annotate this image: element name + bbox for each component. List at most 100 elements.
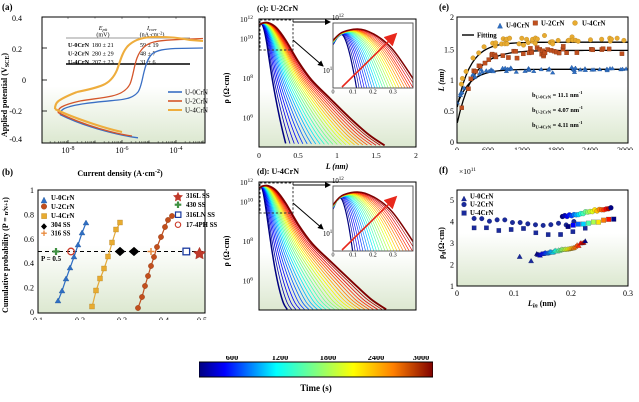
svg-text:2400: 2400 <box>582 146 598 150</box>
svg-text:180 ± 21: 180 ± 21 <box>92 43 114 49</box>
svg-text:-0.4: -0.4 <box>9 135 22 144</box>
svg-text:4: 4 <box>450 218 454 227</box>
svg-text:0.2: 0.2 <box>12 45 22 54</box>
svg-text:U-0CrN: U-0CrN <box>51 195 74 202</box>
svg-text:Cumulative probability (P = n⁄: Cumulative probability (P = n⁄N+1) <box>1 197 10 313</box>
svg-text:0.2: 0.2 <box>566 289 576 298</box>
svg-text:304 SS: 304 SS <box>51 222 71 229</box>
svg-text:0.3: 0.3 <box>117 316 127 320</box>
svg-text:0.2: 0.2 <box>24 284 34 293</box>
svg-text:×1011: ×1011 <box>459 167 476 176</box>
svg-text:1.5: 1.5 <box>444 46 454 55</box>
svg-text:(a): (a) <box>2 2 13 12</box>
svg-text:0: 0 <box>455 289 459 298</box>
svg-text:U-0CrN: U-0CrN <box>185 89 208 97</box>
svg-text:Lin (nm): Lin (nm) <box>527 299 557 310</box>
svg-text:108: 108 <box>243 74 254 83</box>
svg-text:1: 1 <box>335 314 339 316</box>
svg-text:L (nm): L (nm) <box>437 68 446 92</box>
svg-text:(e): (e) <box>439 2 449 12</box>
svg-text:U-4CrN: U-4CrN <box>51 213 74 220</box>
svg-text:U-4CrN: U-4CrN <box>470 210 493 217</box>
svg-text:1012: 1012 <box>240 15 253 24</box>
svg-text:108: 108 <box>243 237 254 246</box>
svg-text:U-0CrN: U-0CrN <box>68 43 90 49</box>
svg-text:Time (s): Time (s) <box>300 383 332 393</box>
svg-text:U-2CrN: U-2CrN <box>68 52 90 58</box>
svg-text:430 SS: 430 SS <box>186 202 206 209</box>
svg-text:0.6: 0.6 <box>24 235 34 244</box>
svg-text:0.1: 0.1 <box>349 253 357 259</box>
svg-text:ρ (Ω·cm): ρ (Ω·cm) <box>222 235 231 266</box>
svg-text:0.5: 0.5 <box>444 107 454 116</box>
svg-text:3: 3 <box>450 239 454 248</box>
svg-text:U-2CrN: U-2CrN <box>185 98 208 106</box>
svg-text:1800: 1800 <box>320 356 337 362</box>
svg-text:(c): U-2CrN: (c): U-2CrN <box>257 4 298 13</box>
svg-text:U-4CrN: U-4CrN <box>68 60 90 66</box>
svg-text:1.5: 1.5 <box>371 151 381 160</box>
svg-text:1010: 1010 <box>240 197 253 206</box>
svg-text:U-2CrN: U-2CrN <box>470 202 493 209</box>
svg-text:U-4CrN: U-4CrN <box>185 107 208 115</box>
svg-text:0.5: 0.5 <box>197 316 207 320</box>
svg-text:0.2: 0.2 <box>75 316 85 320</box>
svg-text:3000: 3000 <box>413 356 430 362</box>
svg-text:P = 0.5: P = 0.5 <box>41 255 62 263</box>
svg-text:1010: 1010 <box>240 34 253 43</box>
svg-text:1: 1 <box>335 151 339 160</box>
svg-text:316 SS: 316 SS <box>51 231 71 238</box>
svg-text:600: 600 <box>226 356 238 362</box>
svg-text:ρ0(Ω·cm): ρ0(Ω·cm) <box>437 227 448 259</box>
svg-text:-0.2: -0.2 <box>9 107 22 116</box>
svg-text:2: 2 <box>414 314 418 316</box>
svg-text:Applied potential (VSCE): Applied potential (VSCE) <box>0 53 11 137</box>
svg-text:2: 2 <box>450 13 454 22</box>
svg-text:0.5: 0.5 <box>293 314 303 316</box>
svg-text:Icorr: Icorr <box>146 26 157 32</box>
svg-text:1200: 1200 <box>514 146 530 150</box>
svg-text:106: 106 <box>243 113 254 122</box>
svg-text:0.5: 0.5 <box>293 151 303 160</box>
svg-text:(d): U-4CrN: (d): U-4CrN <box>257 167 299 176</box>
svg-text:0.4: 0.4 <box>159 316 169 320</box>
svg-text:U-0CrN: U-0CrN <box>506 23 529 30</box>
svg-text:0: 0 <box>450 138 454 147</box>
svg-text:1200: 1200 <box>272 356 289 362</box>
svg-text:10-8: 10-8 <box>62 146 75 155</box>
svg-text:2: 2 <box>414 151 418 160</box>
svg-text:U-4CrN: U-4CrN <box>582 21 605 28</box>
svg-text:3000: 3000 <box>617 146 633 150</box>
svg-text:0.8: 0.8 <box>24 210 34 219</box>
svg-text:0.4: 0.4 <box>24 259 34 268</box>
svg-text:1: 1 <box>450 76 454 85</box>
svg-text:Current density (A·cm-2): Current density (A·cm-2) <box>77 169 163 178</box>
svg-text:316L SS: 316L SS <box>186 193 210 200</box>
svg-text:0.4: 0.4 <box>12 14 22 23</box>
svg-text:2: 2 <box>450 261 454 270</box>
svg-text:(f): (f) <box>439 165 448 175</box>
svg-text:U-0CrN: U-0CrN <box>470 194 493 201</box>
svg-text:0.1: 0.1 <box>349 90 357 96</box>
svg-text:0: 0 <box>455 146 459 150</box>
svg-text:0.3: 0.3 <box>623 289 633 298</box>
svg-text:0.1: 0.1 <box>33 316 43 320</box>
svg-text:106: 106 <box>243 276 254 285</box>
svg-text:Fitting: Fitting <box>477 33 497 40</box>
svg-text:1: 1 <box>450 282 454 291</box>
svg-text:0: 0 <box>22 76 26 85</box>
svg-text:17-4PH SS: 17-4PH SS <box>186 222 217 229</box>
svg-text:207 ± 23: 207 ± 23 <box>92 60 114 66</box>
svg-text:0.1: 0.1 <box>509 289 519 298</box>
svg-text:10-4: 10-4 <box>170 146 183 155</box>
svg-text:0.2: 0.2 <box>369 90 377 96</box>
svg-text:ρ (Ω·cm): ρ (Ω·cm) <box>222 72 231 103</box>
svg-text:2400: 2400 <box>368 356 385 362</box>
svg-text:0: 0 <box>332 253 335 259</box>
svg-text:Epit: Epit <box>98 26 108 32</box>
svg-text:(mV): (mV) <box>96 32 109 39</box>
svg-text:0.3: 0.3 <box>389 90 397 96</box>
svg-text:0: 0 <box>257 151 261 160</box>
svg-text:280 ± 29: 280 ± 29 <box>92 52 114 58</box>
svg-text:316LN SS: 316LN SS <box>186 212 215 219</box>
